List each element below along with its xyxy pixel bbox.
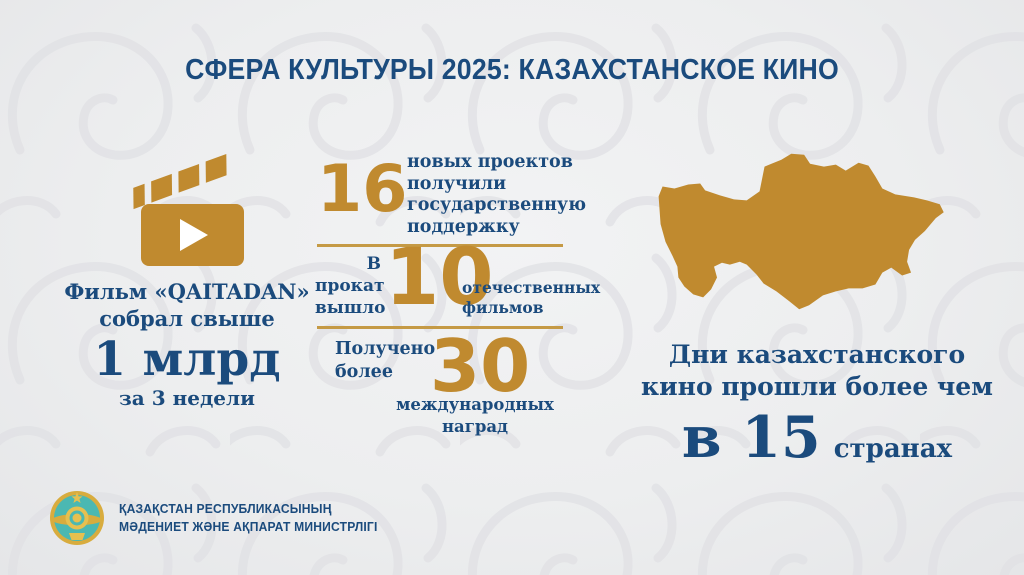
film-period: за 3 недели (119, 385, 255, 410)
stat-number-awards: 30 (430, 324, 531, 408)
clapperboard-icon (133, 154, 244, 266)
days-count-row: в 15 странах (630, 404, 1004, 471)
stat-label-awards-below: международных наград (396, 395, 554, 436)
kazakhstan-emblem-icon (50, 491, 104, 545)
ministry-name-line2: МӘДЕНИЕТ ЖӘНЕ АҚПАРАТ МИНИСТРЛІГІ (119, 519, 378, 534)
ministry-name: ҚАЗАҚСТАН РЕСПУБЛИКАСЫНЫҢ МӘДЕНИЕТ ЖӘНЕ … (119, 500, 378, 536)
stat-label-projects: новых проектов получили государственную … (407, 152, 587, 238)
days-count-tail: странах (833, 434, 953, 464)
film-title: Фильм «QAITADAN» (64, 279, 310, 304)
stats-section: 16 новых проектов получили государственн… (315, 145, 600, 455)
gold-divider (317, 326, 563, 329)
film-subtitle: собрал свыше (99, 306, 275, 332)
gold-divider (317, 244, 563, 247)
ministry-name-line1: ҚАЗАҚСТАН РЕСПУБЛИКАСЫНЫҢ (119, 501, 332, 517)
stat-label-released-before: В прокат вышло (315, 254, 386, 319)
days-count: в 15 (681, 404, 821, 471)
stat-number-projects: 16 (317, 152, 408, 227)
days-line2: кино прошли более чем (641, 372, 993, 401)
film-days-section: Дни казахстанского кино прошли более чем… (630, 133, 1004, 471)
page-title: СФЕРА КУЛЬТУРЫ 2025: КАЗАХСТАНСКОЕ КИНО (185, 54, 839, 86)
stat-label-released-after: отечественных фильмов (462, 278, 601, 318)
stat-label-awards-before: Получено более (335, 339, 436, 383)
days-line1: Дни казахстанского (668, 340, 966, 369)
film-section: Фильм «QAITADAN» собрал свыше 1 млрд за … (64, 148, 310, 410)
play-icon (180, 219, 208, 251)
footer-bar: ҚАЗАҚСТАН РЕСПУБЛИКАСЫНЫҢ МӘДЕНИЕТ ЖӘНЕ … (48, 489, 397, 547)
kazakhstan-map (658, 153, 944, 310)
stat-number-films: 10 (385, 233, 494, 323)
film-amount: 1 млрд (93, 331, 281, 387)
